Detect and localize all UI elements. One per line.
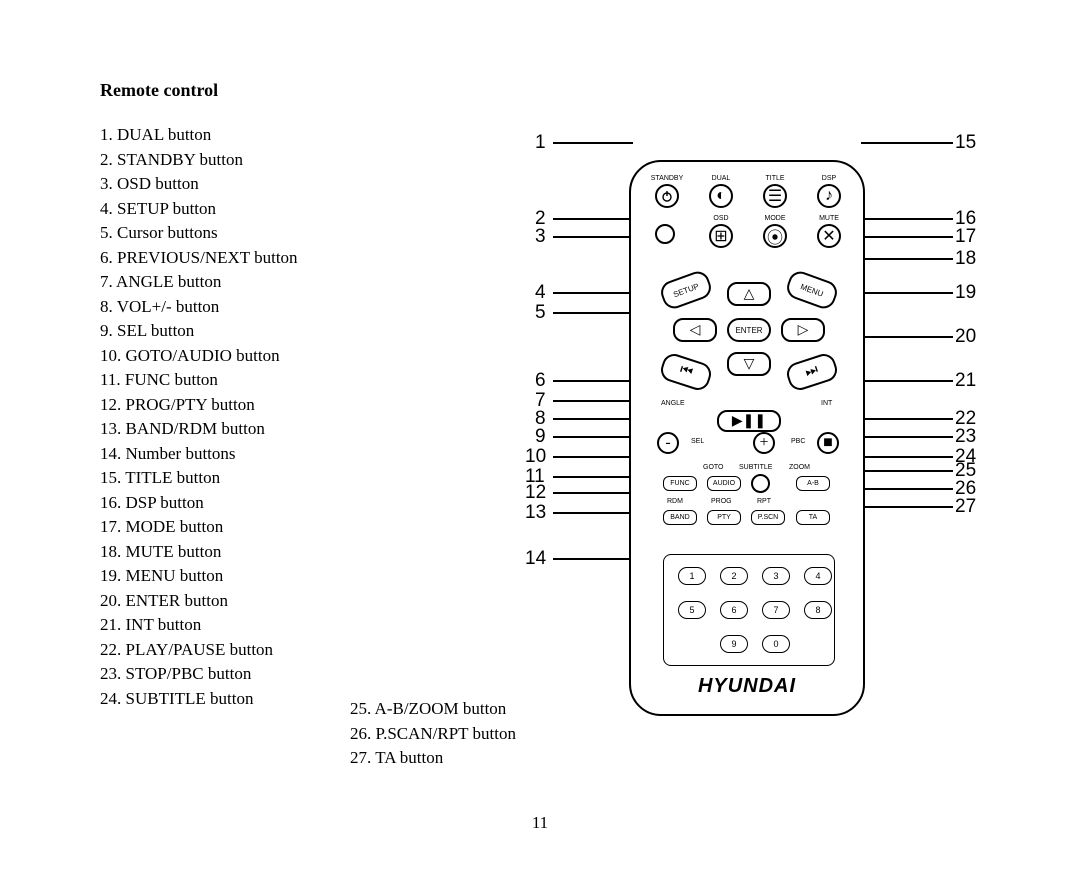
list-item: 8. VOL+/- button	[100, 295, 350, 320]
button-list-col1: 1. DUAL button2. STANDBY button3. OSD bu…	[100, 123, 350, 711]
list-item: 4. SETUP button	[100, 197, 350, 222]
next-button[interactable]: ⏭	[784, 351, 840, 393]
brand-label: HYUNDAI	[631, 675, 863, 698]
list-item: 1. DUAL button	[100, 123, 350, 148]
enter-button[interactable]: ENTER	[727, 318, 771, 342]
callout-20: 20	[955, 326, 976, 348]
previous-button[interactable]: ⏮	[658, 351, 714, 393]
title-button[interactable]: ☰	[763, 184, 787, 208]
menu-button[interactable]: MENU	[784, 268, 841, 311]
callout-6: 6	[535, 370, 546, 392]
callout-10: 10	[525, 446, 546, 468]
dual-button[interactable]: ◐	[709, 184, 733, 208]
cursor-left-button[interactable]: ◁	[673, 318, 717, 342]
list-item: 7. ANGLE button	[100, 270, 350, 295]
mute-button[interactable]: ✕	[817, 224, 841, 248]
page-number: 11	[0, 813, 1080, 833]
subtitle-button[interactable]	[751, 474, 770, 493]
list-item: 27. TA button	[350, 746, 516, 771]
callout-9: 9	[535, 426, 546, 448]
cursor-right-button[interactable]: ▷	[781, 318, 825, 342]
stop-button[interactable]: ■	[817, 432, 839, 454]
list-item: 18. MUTE button	[100, 540, 350, 565]
keypad-6[interactable]: 6	[720, 601, 748, 619]
keypad-3[interactable]: 3	[762, 567, 790, 585]
callout-5: 5	[535, 302, 546, 324]
osd-button[interactable]: ⊞	[709, 224, 733, 248]
keypad-0[interactable]: 0	[762, 635, 790, 653]
list-item: 11. FUNC button	[100, 368, 350, 393]
callout-1: 1	[535, 132, 546, 154]
mode-button[interactable]: ⦿	[763, 224, 787, 248]
band-button[interactable]: BAND	[663, 510, 697, 525]
keypad-2[interactable]: 2	[720, 567, 748, 585]
keypad-9[interactable]: 9	[720, 635, 748, 653]
callout-4: 4	[535, 282, 546, 304]
button-list-col2: 25. A-B/ZOOM button26. P.SCAN/RPT button…	[350, 697, 516, 771]
list-item: 2. STANDBY button	[100, 148, 350, 173]
remote-outline: ◐ ☰ ♪ STANDBY DUAL TITLE DSP ⊞ ⦿ ✕ OSD M…	[629, 160, 865, 716]
pscan-button[interactable]: P.SCN	[751, 510, 785, 525]
list-item: 15. TITLE button	[100, 466, 350, 491]
cursor-down-button[interactable]: ▽	[727, 352, 771, 376]
list-item: 17. MODE button	[100, 515, 350, 540]
list-item: 25. A-B/ZOOM button	[350, 697, 516, 722]
cursor-up-button[interactable]: △	[727, 282, 771, 306]
list-item: 6. PREVIOUS/NEXT button	[100, 246, 350, 271]
callout-13: 13	[525, 502, 546, 524]
list-item: 16. DSP button	[100, 491, 350, 516]
callout-19: 19	[955, 282, 976, 304]
list-item: 14. Number buttons	[100, 442, 350, 467]
callout-14: 14	[525, 548, 546, 570]
led-indicator	[655, 224, 675, 244]
section-title: Remote control	[100, 80, 990, 101]
callout-23: 23	[955, 426, 976, 448]
setup-button[interactable]: SETUP	[658, 268, 715, 311]
audio-button[interactable]: AUDIO	[707, 476, 741, 491]
list-item: 3. OSD button	[100, 172, 350, 197]
keypad-1[interactable]: 1	[678, 567, 706, 585]
keypad-8[interactable]: 8	[804, 601, 832, 619]
list-item: 12. PROG/PTY button	[100, 393, 350, 418]
play-pause-button[interactable]: ▶❚❚	[717, 410, 781, 432]
remote-diagram: 1234567891011121314 15161718192021222324…	[525, 130, 1005, 750]
list-item: 10. GOTO/AUDIO button	[100, 344, 350, 369]
callout-21: 21	[955, 370, 976, 392]
callout-12: 12	[525, 482, 546, 504]
standby-button[interactable]	[655, 184, 679, 208]
vol-plus-button[interactable]: +	[753, 432, 775, 454]
callout-27: 27	[955, 496, 976, 518]
ta-button[interactable]: TA	[796, 510, 830, 525]
callout-15: 15	[955, 132, 976, 154]
callout-3: 3	[535, 226, 546, 248]
list-item: 22. PLAY/PAUSE button	[100, 638, 350, 663]
keypad-5[interactable]: 5	[678, 601, 706, 619]
list-item: 21. INT button	[100, 613, 350, 638]
keypad-4[interactable]: 4	[804, 567, 832, 585]
list-item: 20. ENTER button	[100, 589, 350, 614]
list-item: 19. MENU button	[100, 564, 350, 589]
list-item: 26. P.SCAN/RPT button	[350, 722, 516, 747]
list-item: 24. SUBTITLE button	[100, 687, 350, 712]
keypad-7[interactable]: 7	[762, 601, 790, 619]
number-keypad: 1234 5678 90	[663, 554, 835, 666]
list-item: 13. BAND/RDM button	[100, 417, 350, 442]
list-item: 23. STOP/PBC button	[100, 662, 350, 687]
callout-17: 17	[955, 226, 976, 248]
callout-18: 18	[955, 248, 976, 270]
list-item: 9. SEL button	[100, 319, 350, 344]
a-b-button[interactable]: A-B	[796, 476, 830, 491]
list-item: 5. Cursor buttons	[100, 221, 350, 246]
pty-button[interactable]: PTY	[707, 510, 741, 525]
vol-minus-button[interactable]: -	[657, 432, 679, 454]
dsp-button[interactable]: ♪	[817, 184, 841, 208]
func-button[interactable]: FUNC	[663, 476, 697, 491]
